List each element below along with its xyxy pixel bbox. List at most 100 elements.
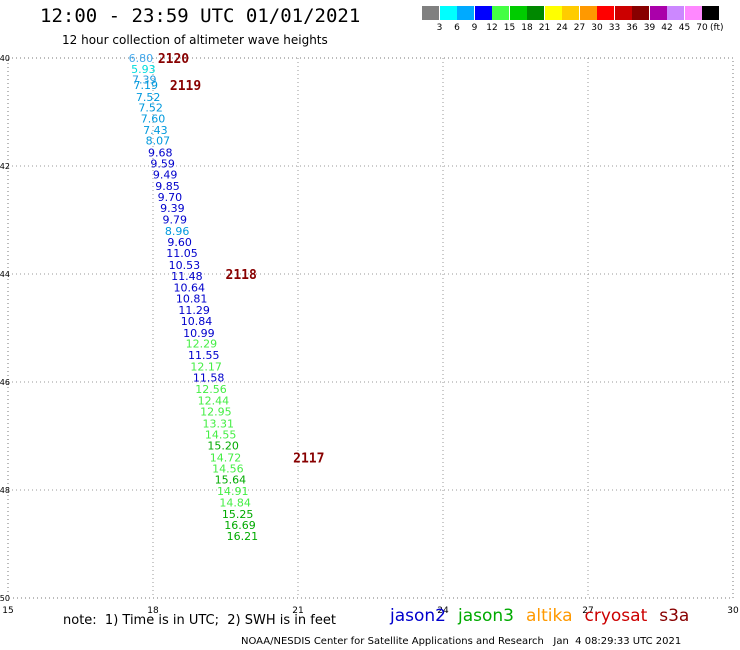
- wave-height-label: 10.99: [183, 327, 215, 340]
- color-scale-label: 39: [643, 23, 656, 33]
- wave-height-label: 7.60: [141, 112, 166, 125]
- wave-height-label: 12.29: [186, 338, 218, 351]
- color-scale-label: 70: [696, 23, 708, 33]
- wave-height-label: 14.84: [219, 496, 251, 509]
- color-scale-swatch: [457, 6, 474, 20]
- x-tick-label: 21: [292, 606, 303, 616]
- color-scale-label: 15: [503, 23, 516, 33]
- color-scale-label: 12: [486, 23, 498, 33]
- footer-credit: NOAA/NESDIS Center for Satellite Applica…: [241, 636, 682, 647]
- wave-height-label: 12.44: [198, 394, 230, 407]
- color-scale-swatch: [684, 6, 702, 20]
- note-text: note: 1) Time is in UTC; 2) SWH is in fe…: [63, 613, 336, 628]
- x-tick-label: 15: [2, 606, 13, 616]
- color-scale-swatch: [474, 6, 492, 20]
- satellite-legend-item: jason3: [458, 606, 514, 626]
- wave-height-label: 16.69: [224, 519, 256, 532]
- y-tick-label: -44: [0, 270, 10, 279]
- color-scale-swatch: [562, 6, 579, 20]
- color-scale-swatch: [527, 6, 544, 20]
- plot-frame: [7, 57, 734, 599]
- wave-height-label: 10.53: [169, 259, 201, 272]
- color-scale-label: 3: [436, 23, 443, 33]
- color-scale-unit: (ft): [710, 23, 724, 33]
- color-scale-label: 18: [521, 23, 533, 33]
- wave-height-label: 15.20: [207, 440, 239, 453]
- wave-height-label: 7.19: [134, 79, 159, 92]
- satellite-legend-item: s3a: [659, 606, 690, 626]
- color-scale-swatch: [597, 6, 614, 20]
- wave-height-label: 9.70: [158, 191, 183, 204]
- wave-height-label: 9.85: [155, 180, 180, 193]
- wave-height-label: 9.60: [167, 236, 192, 249]
- wave-height-label: 12.17: [190, 360, 222, 373]
- wave-height-label: 7.43: [143, 124, 168, 137]
- color-scale-label: 24: [556, 23, 568, 33]
- chart-subtitle: 12 hour collection of altimeter wave hei…: [62, 33, 328, 47]
- wave-height-label: 11.05: [166, 247, 198, 260]
- wave-height-label: 14.91: [217, 485, 249, 498]
- wave-height-label: 11.29: [178, 304, 210, 317]
- color-scale-swatch: [544, 6, 562, 20]
- wave-height-label: 9.49: [153, 169, 178, 182]
- satellite-legend: jason2 jason3 altika cryosat s3a: [390, 606, 689, 626]
- wave-height-label: 10.64: [174, 282, 206, 295]
- time-annotation: 2118: [226, 268, 257, 283]
- wave-height-label: 9.39: [160, 202, 185, 215]
- color-scale-label: 30: [591, 23, 603, 33]
- wave-height-label: 8.96: [165, 225, 190, 238]
- wave-height-label: 12.56: [195, 383, 227, 396]
- color-scale-label: 9: [471, 23, 478, 33]
- wave-height-label: 10.81: [176, 292, 208, 305]
- wave-height-label: 13.31: [203, 418, 235, 431]
- time-annotation: 2120: [158, 52, 189, 67]
- y-tick-label: -48: [0, 486, 10, 495]
- wave-height-label: 14.55: [205, 428, 237, 441]
- color-scale-swatch: [632, 6, 649, 20]
- wave-height-label: 7.52: [138, 102, 163, 115]
- color-scale-swatch: [422, 6, 439, 20]
- x-tick-label: 27: [582, 606, 593, 616]
- wave-height-label: 16.21: [227, 530, 259, 543]
- color-scale-label: 42: [661, 23, 673, 33]
- wave-height-label: 9.68: [148, 147, 173, 160]
- x-tick-label: 18: [147, 606, 159, 616]
- color-scale-label: 36: [626, 23, 638, 33]
- wave-height-label: 9.59: [150, 157, 175, 170]
- time-annotation: 2117: [293, 452, 324, 467]
- wave-height-label: 9.79: [163, 213, 188, 226]
- color-scale-label: 45: [678, 23, 691, 33]
- color-scale-swatch: [649, 6, 667, 20]
- satellite-legend-item: jason2: [390, 606, 446, 626]
- satellite-legend-item: cryosat: [584, 606, 648, 626]
- x-tick-label: 24: [437, 606, 449, 616]
- color-scale-swatch: [439, 6, 457, 20]
- y-tick-label: -50: [0, 594, 10, 603]
- color-scale-swatch: [667, 6, 684, 20]
- wave-height-label: 12.95: [200, 406, 232, 419]
- wave-height-label: 15.25: [222, 508, 254, 521]
- color-scale-label: 33: [608, 23, 621, 33]
- satellite-legend-item: altika: [526, 606, 573, 626]
- wave-height-label: 11.48: [171, 270, 203, 283]
- wave-height-label: 8.07: [146, 135, 171, 148]
- wave-height-label: 5.93: [131, 63, 156, 76]
- color-scale-swatch: [492, 6, 509, 20]
- y-tick-label: -46: [0, 378, 10, 387]
- y-tick-label: -40: [0, 54, 10, 63]
- wave-height-label: 7.39: [132, 74, 157, 87]
- color-scale-swatch: [509, 6, 527, 20]
- wave-height-label: 6.80: [129, 52, 154, 65]
- color-scale-swatch: [579, 6, 597, 20]
- color-scale-swatch: [702, 6, 719, 20]
- wave-height-label: 11.58: [193, 372, 225, 385]
- x-tick-label: 30: [727, 606, 739, 616]
- wave-height-label: 11.55: [188, 349, 220, 362]
- time-annotation: 2119: [170, 79, 201, 94]
- wave-height-label: 14.56: [212, 462, 244, 475]
- chart-title: 12:00 - 23:59 UTC 01/01/2021: [40, 5, 361, 27]
- color-scale-swatch: [614, 6, 632, 20]
- wave-height-label: 10.84: [181, 315, 213, 328]
- color-scale-label: 27: [573, 23, 586, 33]
- wave-height-label: 7.52: [136, 91, 161, 104]
